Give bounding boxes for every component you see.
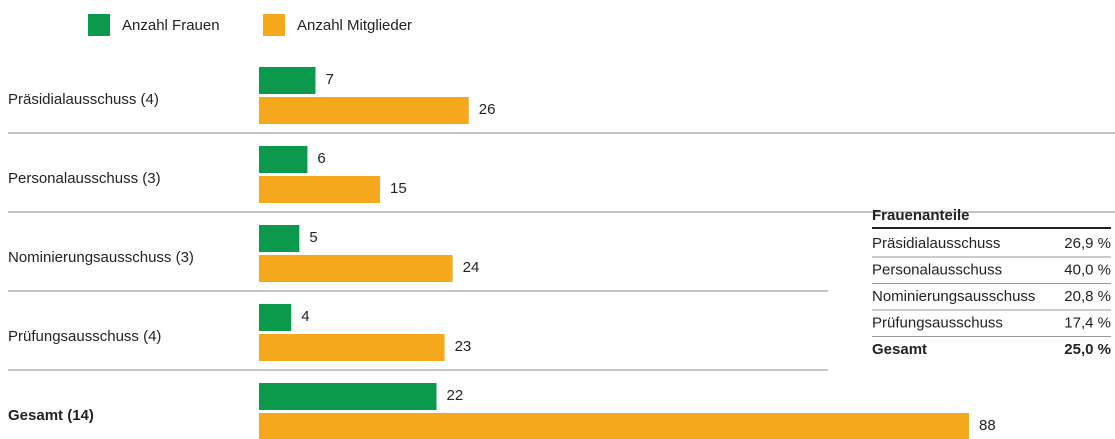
table-cell: Präsidialausschuss <box>872 235 1000 252</box>
value-label: 7 <box>325 71 333 88</box>
bar <box>259 334 445 361</box>
value-label: 15 <box>390 180 407 197</box>
table-cell: Prüfungsausschuss <box>872 314 1003 331</box>
bar <box>259 97 469 124</box>
table-cell: 26,9 % <box>1064 235 1111 252</box>
value-label: 24 <box>463 259 480 276</box>
legend-swatch <box>263 14 285 36</box>
category-label: Nominierungsausschuss (3) <box>8 249 194 266</box>
bar <box>259 304 292 331</box>
legend-swatch <box>88 14 110 36</box>
bar <box>259 176 381 203</box>
value-label: 4 <box>301 308 309 325</box>
value-label: 26 <box>479 101 496 118</box>
table-title: Frauenanteile <box>872 207 970 224</box>
category-label: Gesamt (14) <box>8 407 94 424</box>
table-cell: Gesamt <box>872 341 927 358</box>
legend-label: Anzahl Frauen <box>122 17 220 34</box>
value-label: 5 <box>309 229 317 246</box>
bar <box>259 383 437 410</box>
value-label: 6 <box>317 150 325 167</box>
bar <box>259 413 969 439</box>
category-label: Personalausschuss (3) <box>8 170 161 187</box>
value-label: 88 <box>979 417 996 434</box>
bar <box>259 146 308 173</box>
table-cell: Personalausschuss <box>872 261 1002 278</box>
value-label: 22 <box>447 387 464 404</box>
table-cell: 40,0 % <box>1064 261 1111 278</box>
bar <box>259 67 316 94</box>
bar <box>259 255 453 282</box>
table-cell: 17,4 % <box>1064 314 1111 331</box>
value-label: 23 <box>455 338 472 355</box>
category-label: Prüfungsausschuss (4) <box>8 328 161 345</box>
table-cell: 25,0 % <box>1064 341 1111 358</box>
table-cell: 20,8 % <box>1064 288 1111 305</box>
legend-label: Anzahl Mitglieder <box>297 17 412 34</box>
category-label: Präsidialausschuss (4) <box>8 91 159 108</box>
bar <box>259 225 300 252</box>
table-cell: Nominierungsausschuss <box>872 288 1035 305</box>
